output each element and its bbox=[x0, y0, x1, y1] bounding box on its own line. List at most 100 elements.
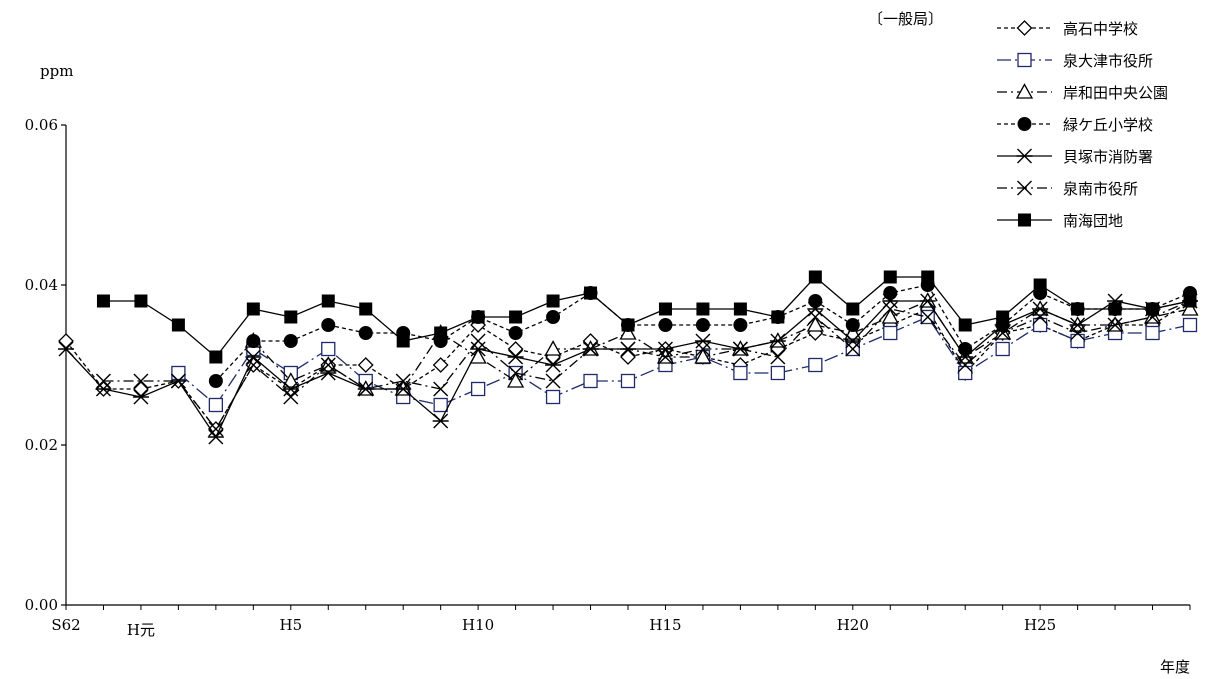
data-point bbox=[1107, 317, 1123, 333]
data-point bbox=[1032, 301, 1049, 317]
data-point bbox=[808, 294, 823, 308]
x-ticks: S62 H元 H5 H10 H15 H20 H25 bbox=[51, 605, 1191, 639]
data-point bbox=[95, 373, 111, 389]
legend-marker bbox=[1016, 148, 1033, 164]
data-point bbox=[732, 341, 748, 357]
data-point bbox=[508, 365, 524, 381]
data-point bbox=[433, 397, 448, 413]
legend-marker bbox=[1017, 52, 1032, 68]
data-point bbox=[694, 348, 712, 364]
data-point bbox=[958, 318, 972, 332]
data-point bbox=[881, 308, 899, 324]
legend-label: 南海団地 bbox=[1063, 212, 1123, 230]
data-point bbox=[694, 333, 711, 349]
data-point bbox=[545, 373, 561, 389]
data-point bbox=[1146, 302, 1160, 316]
y-tick-label: 0.04 bbox=[25, 276, 58, 294]
legend-marker bbox=[1017, 117, 1032, 131]
data-point bbox=[58, 333, 74, 349]
series-layer bbox=[58, 270, 1199, 445]
data-point bbox=[546, 294, 560, 308]
y-tick-label: 0.02 bbox=[25, 436, 58, 454]
data-point bbox=[920, 309, 936, 325]
data-point bbox=[621, 318, 635, 332]
data-point bbox=[58, 341, 74, 357]
data-point bbox=[1181, 300, 1199, 316]
data-point bbox=[132, 389, 149, 405]
data-point bbox=[395, 381, 412, 397]
data-point bbox=[619, 324, 637, 340]
x-axis-label: 年度 bbox=[1160, 658, 1190, 676]
data-point bbox=[207, 429, 224, 445]
data-point bbox=[506, 372, 525, 388]
data-point bbox=[657, 349, 673, 365]
data-point bbox=[1032, 309, 1048, 325]
data-point bbox=[1033, 278, 1047, 292]
legend-marker bbox=[1017, 180, 1032, 196]
legend-item: 貝塚市消防署 bbox=[997, 148, 1153, 166]
legend-label: 岸和田中央公園 bbox=[1063, 84, 1168, 102]
x-tick-label: H5 bbox=[279, 616, 302, 634]
data-point bbox=[658, 302, 672, 316]
data-point bbox=[1183, 294, 1197, 308]
data-point bbox=[357, 357, 374, 373]
series-7 bbox=[96, 270, 1197, 364]
data-point bbox=[733, 302, 747, 316]
data-point bbox=[246, 334, 261, 348]
data-point bbox=[882, 293, 899, 309]
data-point bbox=[507, 349, 524, 365]
legend-item: 南海団地 bbox=[997, 212, 1123, 230]
data-point bbox=[434, 326, 448, 340]
data-point bbox=[545, 389, 561, 405]
data-point bbox=[96, 294, 110, 308]
data-point bbox=[321, 294, 335, 308]
data-point bbox=[433, 381, 449, 397]
x-tick-label: H10 bbox=[462, 616, 494, 634]
series-line bbox=[103, 300, 1191, 431]
legend-marker bbox=[1016, 20, 1033, 36]
data-point bbox=[846, 302, 860, 316]
data-point bbox=[733, 318, 748, 332]
data-point bbox=[882, 301, 898, 317]
x-tick-label: S62 bbox=[51, 616, 80, 634]
data-point bbox=[395, 373, 411, 389]
data-point bbox=[658, 318, 673, 332]
data-point bbox=[133, 381, 149, 397]
data-point bbox=[133, 373, 149, 389]
data-point bbox=[358, 381, 374, 397]
data-point bbox=[806, 316, 824, 332]
data-point bbox=[321, 318, 336, 332]
legend-item: 緑ケ丘小学校 bbox=[997, 116, 1153, 134]
series-6 bbox=[95, 293, 1198, 437]
data-point bbox=[1070, 325, 1086, 341]
data-point bbox=[396, 334, 410, 348]
data-point bbox=[1032, 317, 1048, 333]
y-ticks: 0.00 0.02 0.04 0.06 bbox=[25, 116, 66, 614]
data-point bbox=[620, 373, 636, 389]
data-point bbox=[507, 341, 524, 357]
y-tick-label: 0.00 bbox=[25, 596, 58, 614]
legend-item: 岸和田中央公園 bbox=[997, 83, 1168, 102]
data-point bbox=[883, 325, 898, 341]
data-point bbox=[470, 381, 486, 397]
data-point bbox=[284, 310, 298, 324]
data-point bbox=[508, 326, 523, 340]
data-point bbox=[134, 294, 148, 308]
data-point bbox=[95, 381, 112, 397]
data-point bbox=[245, 349, 262, 365]
data-point bbox=[996, 310, 1010, 324]
y-axis-label: ppm bbox=[40, 62, 73, 80]
data-point bbox=[209, 350, 223, 364]
data-point bbox=[246, 302, 260, 316]
data-point bbox=[883, 286, 898, 300]
data-point bbox=[620, 349, 636, 365]
data-point bbox=[469, 348, 487, 364]
data-point bbox=[170, 373, 186, 389]
data-point bbox=[320, 357, 336, 373]
data-point bbox=[733, 365, 748, 381]
data-point bbox=[432, 413, 449, 429]
data-point bbox=[1145, 325, 1160, 341]
x-tick-label: H15 bbox=[649, 616, 681, 634]
series-4 bbox=[208, 278, 1197, 388]
